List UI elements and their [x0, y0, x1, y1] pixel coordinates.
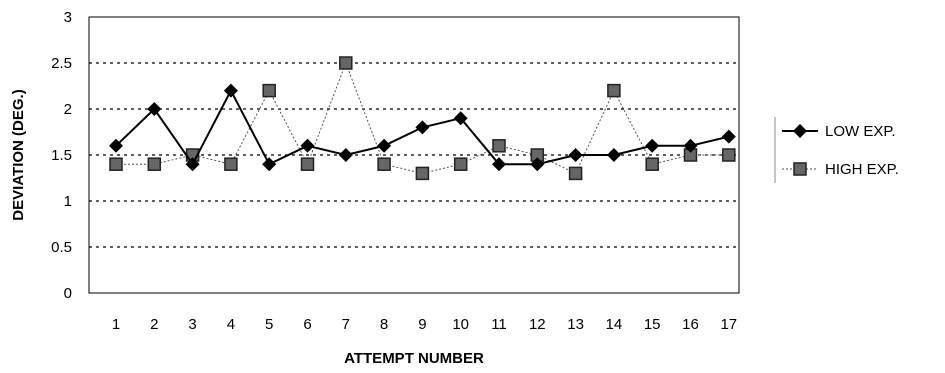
x-tick-label: 10 — [452, 316, 469, 333]
x-tick-label: 2 — [150, 316, 158, 333]
y-tick-label: 2.5 — [51, 55, 72, 72]
x-tick-label: 16 — [682, 316, 699, 333]
x-tick-label: 17 — [720, 316, 737, 333]
data-point — [453, 157, 468, 171]
data-point — [492, 139, 506, 153]
data-point — [262, 83, 276, 98]
y-axis-title: DEVIATION (DEG.) — [10, 89, 27, 220]
series-1 — [109, 56, 736, 181]
x-tick-label: 6 — [303, 316, 311, 333]
data-point — [492, 157, 506, 172]
legend: LOW EXP. HIGH EXP. — [774, 117, 899, 183]
data-point — [147, 102, 162, 116]
legend-label: LOW EXP. — [825, 123, 896, 140]
legend-item: HIGH EXP. — [782, 161, 899, 178]
data-point — [568, 166, 583, 181]
series-0 — [109, 83, 736, 172]
y-tick-label: 3 — [64, 9, 72, 26]
legend-marker — [793, 124, 807, 138]
x-tick-label: 13 — [567, 316, 584, 333]
data-point — [262, 157, 277, 172]
data-point — [300, 138, 315, 153]
y-axis-tick-labels: 0 0.5 1 1.5 2 2.5 3 — [51, 9, 72, 302]
data-point — [415, 166, 430, 181]
data-point — [683, 138, 698, 153]
y-tick-label: 1.5 — [51, 147, 72, 164]
x-tick-label: 9 — [418, 316, 426, 333]
x-tick-label: 15 — [644, 316, 661, 333]
data-point — [530, 157, 545, 172]
plot-area-frame — [88, 16, 740, 294]
x-axis-tick-labels: 1 2 3 4 5 6 7 8 9 10 11 12 13 14 15 16 17 — [112, 316, 737, 333]
series-line — [116, 61, 729, 175]
x-tick-label: 4 — [227, 316, 235, 333]
y-tick-label: 0.5 — [51, 239, 72, 256]
y-tick-label: 1 — [64, 193, 72, 210]
y-tick-label: 0 — [64, 285, 72, 302]
data-point — [339, 56, 353, 70]
x-tick-label: 5 — [265, 316, 273, 333]
data-point — [147, 157, 162, 171]
data-point — [109, 138, 123, 153]
data-point — [645, 138, 660, 153]
x-tick-label: 1 — [112, 316, 120, 333]
data-point — [377, 138, 392, 153]
data-point — [223, 83, 238, 98]
x-tick-label: 7 — [342, 316, 350, 333]
legend-item: LOW EXP. — [782, 123, 896, 140]
data-point — [377, 157, 391, 171]
data-point — [568, 148, 583, 162]
data-point — [721, 129, 736, 144]
gridlines — [89, 62, 739, 248]
x-tick-label: 3 — [188, 316, 196, 333]
legend-label: HIGH EXP. — [825, 161, 899, 178]
data-point — [300, 157, 315, 171]
x-tick-label: 14 — [606, 316, 623, 333]
legend-marker — [793, 162, 807, 176]
x-tick-label: 12 — [529, 316, 546, 333]
x-tick-label: 11 — [491, 316, 507, 333]
data-point — [645, 157, 659, 171]
data-point — [185, 157, 200, 172]
data-point — [607, 83, 621, 98]
data-point — [109, 157, 123, 171]
series-layer — [109, 56, 736, 181]
data-point — [722, 148, 736, 162]
y-tick-label: 2 — [64, 101, 72, 118]
data-point — [224, 157, 238, 171]
data-point — [453, 111, 468, 126]
data-point — [338, 148, 353, 162]
data-point — [606, 148, 621, 162]
data-point — [415, 120, 430, 135]
x-axis-title: ATTEMPT NUMBER — [344, 350, 484, 367]
x-tick-label: 8 — [380, 316, 388, 333]
